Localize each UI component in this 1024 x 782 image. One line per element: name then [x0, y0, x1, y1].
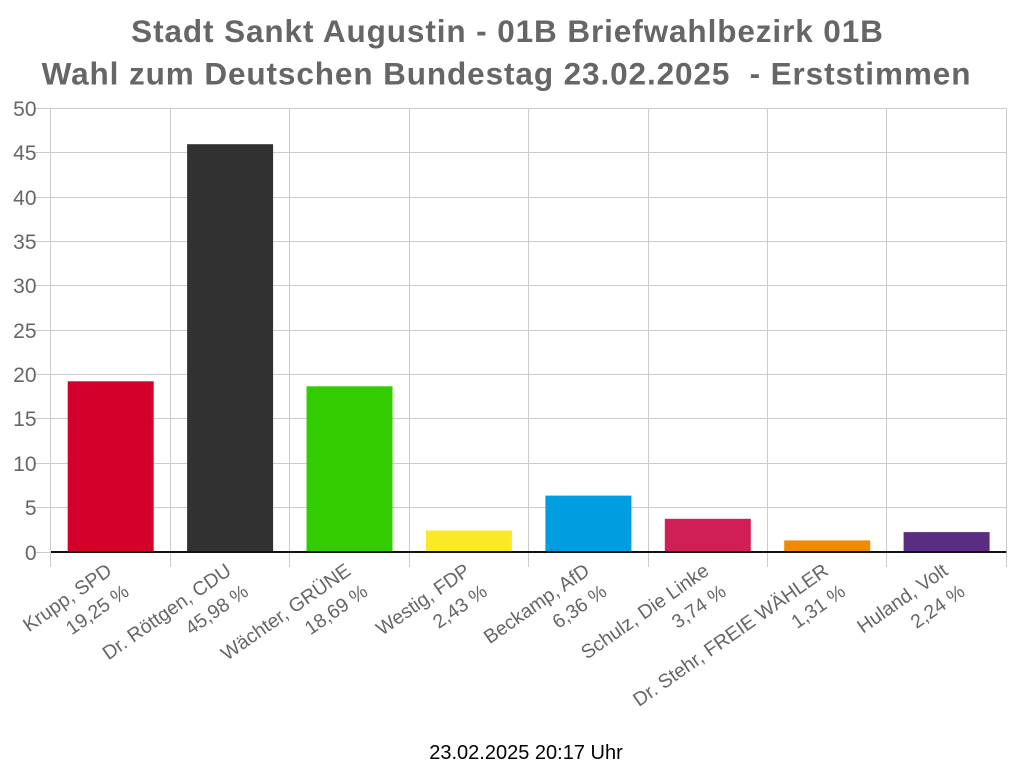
svg-text:Stadt Sankt Augustin - 01B Bri: Stadt Sankt Augustin - 01B Briefwahlbezi…: [131, 13, 884, 49]
svg-text:35: 35: [13, 231, 36, 254]
svg-text:15: 15: [13, 408, 36, 431]
svg-text:45: 45: [13, 142, 36, 165]
svg-text:23.02.2025 20:17 Uhr: 23.02.2025 20:17 Uhr: [429, 742, 623, 764]
svg-text:25: 25: [13, 320, 36, 343]
svg-text:40: 40: [13, 187, 36, 210]
svg-text:50: 50: [13, 98, 36, 121]
svg-text:0: 0: [25, 542, 37, 565]
svg-text:20: 20: [13, 364, 36, 387]
svg-text:Wahl zum Deutschen Bundestag 2: Wahl zum Deutschen Bundestag 23.02.2025 …: [42, 55, 972, 91]
svg-text:10: 10: [13, 453, 36, 476]
svg-text:30: 30: [13, 275, 36, 298]
svg-text:5: 5: [25, 497, 37, 520]
